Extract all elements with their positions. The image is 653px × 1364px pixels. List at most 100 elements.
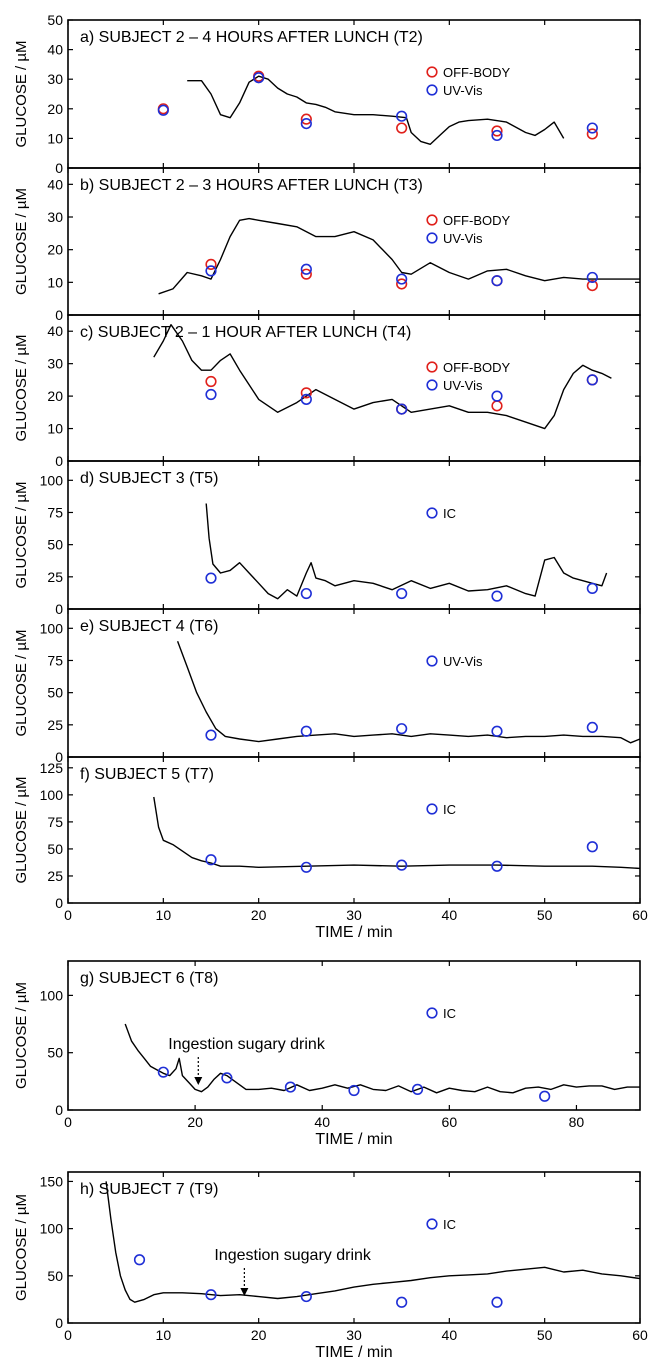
legend-label-offbody: OFF-BODY <box>443 65 510 80</box>
y-tick-label: 50 <box>47 537 63 553</box>
ic-point <box>586 582 598 595</box>
panel-g: 0 50 100 0 20 40 60 80 TIME / min GLUCOSE / µM g) … <box>13 960 641 1148</box>
y-tick-label: 20 <box>47 101 63 117</box>
y-tick-label: 40 <box>47 42 63 58</box>
panel-f: 0 25 50 75 100 125 GLUCOSE / µM f) SUBJECT 5 (T… <box>13 756 641 911</box>
x-tick-label: 0 <box>64 1327 72 1343</box>
offbody-point <box>300 113 312 125</box>
uvvis-point <box>491 129 503 142</box>
x-tick-label: 40 <box>442 907 458 923</box>
x-tick-label: 30 <box>346 1327 362 1343</box>
legend-label-offbody: OFF-BODY <box>443 360 510 375</box>
y-tick-label: 50 <box>47 1045 63 1061</box>
x-axis-label: TIME / min <box>315 924 392 941</box>
uvvis-point <box>300 117 312 130</box>
y-tick-label: 100 <box>40 787 64 803</box>
y-tick-label: 50 <box>47 841 63 857</box>
annotation-label: Ingestion sugary drink <box>214 1247 372 1264</box>
y-tick-label: 0 <box>55 453 63 469</box>
ic-point <box>411 1083 424 1095</box>
y-tick-label: 25 <box>47 868 63 884</box>
uvvis-point <box>491 275 503 287</box>
panel-title: g) SUBJECT 6 (T8) <box>80 970 218 987</box>
y-tick-label: 0 <box>55 160 63 176</box>
x-tick-label: 50 <box>537 1327 553 1343</box>
y-axis-label: GLUCOSE / µM <box>13 982 30 1089</box>
panel-a: 0 10 20 30 40 50 GLUCOSE / µM a) SUBJECT 2 – 4 … <box>13 12 641 176</box>
ic-point <box>491 590 503 602</box>
panel-title: c) SUBJECT 2 – 1 HOUR AFTER LUNCH (T4) <box>80 324 411 341</box>
x-tick-label: 20 <box>187 1114 203 1130</box>
y-tick-label: 20 <box>47 388 63 404</box>
legend-marker-uvvis <box>426 379 438 391</box>
x-tick-label: 10 <box>156 907 172 923</box>
panel-title: e) SUBJECT 4 (T6) <box>80 618 218 635</box>
legend-marker-offbody <box>426 214 438 226</box>
x-tick-label: 0 <box>64 907 72 923</box>
legend-label-ic: IC <box>443 506 456 521</box>
legend-label-uvvis: UV-Vis <box>443 378 483 393</box>
offbody-point <box>300 268 312 280</box>
y-tick-label: 25 <box>47 717 63 733</box>
y-tick-label: 10 <box>47 130 63 146</box>
y-axis-label: GLUCOSE / µM <box>13 1194 30 1301</box>
ic-point <box>396 859 408 871</box>
uvvis-point <box>491 390 503 402</box>
uvvis-point <box>205 729 217 741</box>
legend-marker-uvvis <box>426 84 438 96</box>
y-tick-label: 10 <box>47 274 63 290</box>
y-axis-label: GLUCOSE / µM <box>13 482 30 589</box>
y-tick-label: 40 <box>47 176 63 192</box>
ic-point <box>221 1072 233 1084</box>
uvvis-point <box>157 104 169 116</box>
sensor-trace-line <box>205 503 608 600</box>
shared-x-axis: 0 10 20 30 40 50 60 TIME / min <box>64 907 648 941</box>
x-tick-label: 60 <box>442 1114 458 1130</box>
y-tick-label: 0 <box>55 895 63 911</box>
x-axis-label: TIME / min <box>315 1344 392 1361</box>
ic-point <box>300 587 312 600</box>
ic-point <box>284 1081 297 1093</box>
ic-point <box>133 1254 146 1266</box>
legend-label-offbody: OFF-BODY <box>443 213 510 228</box>
y-tick-label: 75 <box>47 504 63 520</box>
sensor-trace-line <box>176 640 641 744</box>
panel-c: 0 10 20 30 40 GLUCOSE / µM c) SUBJECT 2 – 1 HO… <box>13 314 641 469</box>
y-tick-label: 30 <box>47 71 63 87</box>
uvvis-point <box>396 110 408 122</box>
uvvis-point <box>253 72 265 84</box>
ic-point <box>491 860 503 872</box>
ic-point <box>491 1296 503 1308</box>
panel-frame <box>67 960 641 1111</box>
legend-marker-uvvis <box>426 232 438 244</box>
legend-marker-uvvis <box>426 655 438 667</box>
y-tick-label: 75 <box>47 652 63 668</box>
x-tick-label: 0 <box>64 1114 72 1130</box>
x-tick-label: 20 <box>251 1327 267 1343</box>
offbody-point <box>396 278 408 290</box>
ic-point <box>396 587 408 600</box>
y-axis-label: GLUCOSE / µM <box>13 41 30 148</box>
sensor-trace-line <box>124 1023 640 1094</box>
uvvis-point <box>205 388 217 401</box>
ic-point <box>348 1084 360 1097</box>
y-tick-label: 125 <box>40 760 64 776</box>
uvvis-point <box>586 721 598 734</box>
y-tick-label: 100 <box>40 1221 64 1237</box>
uvvis-point <box>205 265 217 277</box>
y-tick-label: 100 <box>40 620 64 636</box>
legend-marker-ic <box>426 1007 438 1019</box>
annotation-arrow-head <box>240 1288 249 1296</box>
offbody-point <box>205 375 217 388</box>
offbody-point <box>586 128 598 140</box>
y-tick-label: 0 <box>55 1315 63 1331</box>
y-tick-label: 30 <box>47 356 63 372</box>
legend-marker-ic <box>426 507 438 519</box>
legend-marker-ic <box>426 1218 438 1230</box>
y-tick-label: 40 <box>47 323 63 339</box>
ic-point <box>539 1090 551 1102</box>
panel-title: f) SUBJECT 5 (T7) <box>80 766 214 783</box>
ic-point <box>205 1289 217 1301</box>
legend-label-uvvis: UV-Vis <box>443 231 483 246</box>
